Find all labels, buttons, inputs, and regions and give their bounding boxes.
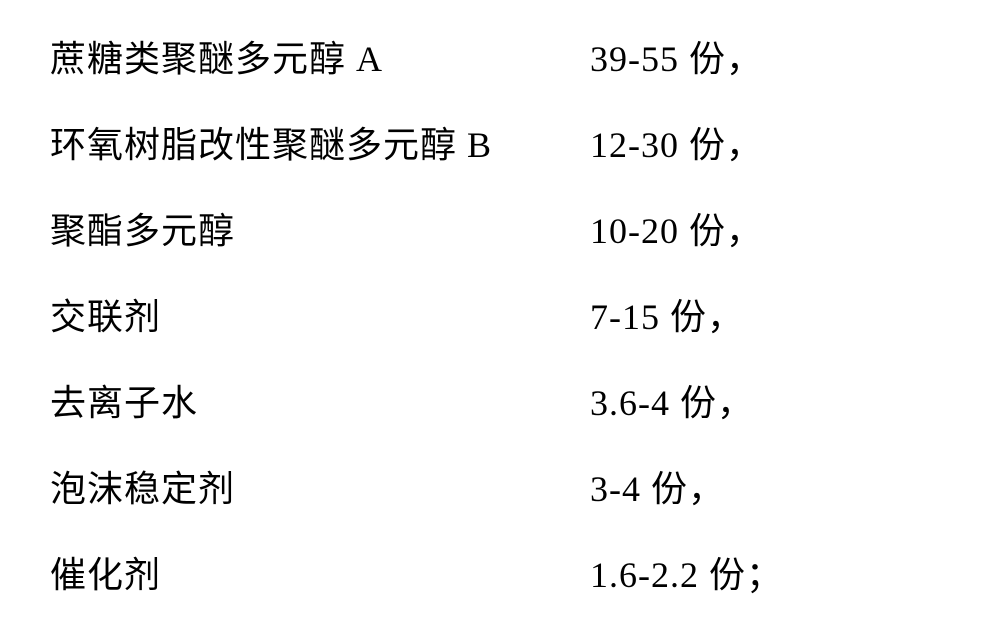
table-row: 催化剂 1.6-2.2 份； <box>50 546 950 598</box>
table-row: 去离子水 3.6-4 份， <box>50 374 950 426</box>
ingredients-table: 蔗糖类聚醚多元醇 A 39-55 份， 环氧树脂改性聚醚多元醇 B 12-30 … <box>50 30 950 599</box>
ingredient-label: 环氧树脂改性聚醚多元醇 B <box>50 116 590 168</box>
ingredient-value: 3-4 份， <box>590 460 725 512</box>
ingredient-label: 泡沫稳定剂 <box>50 460 590 512</box>
ingredient-value: 39-55 份， <box>590 30 763 82</box>
ingredient-value: 7-15 份， <box>590 288 744 340</box>
ingredient-value: 3.6-4 份， <box>590 374 754 426</box>
ingredient-label: 去离子水 <box>50 374 590 426</box>
table-row: 聚酯多元醇 10-20 份， <box>50 202 950 254</box>
ingredient-value: 1.6-2.2 份； <box>590 546 783 598</box>
ingredient-value: 12-30 份， <box>590 116 763 168</box>
ingredient-label: 交联剂 <box>50 288 590 340</box>
table-row: 交联剂 7-15 份， <box>50 288 950 340</box>
ingredient-label: 蔗糖类聚醚多元醇 A <box>50 30 590 82</box>
ingredient-label: 聚酯多元醇 <box>50 202 590 254</box>
table-row: 泡沫稳定剂 3-4 份， <box>50 460 950 512</box>
table-row: 蔗糖类聚醚多元醇 A 39-55 份， <box>50 30 950 82</box>
ingredient-label: 催化剂 <box>50 546 590 598</box>
table-row: 环氧树脂改性聚醚多元醇 B 12-30 份， <box>50 116 950 168</box>
ingredient-value: 10-20 份， <box>590 202 763 254</box>
